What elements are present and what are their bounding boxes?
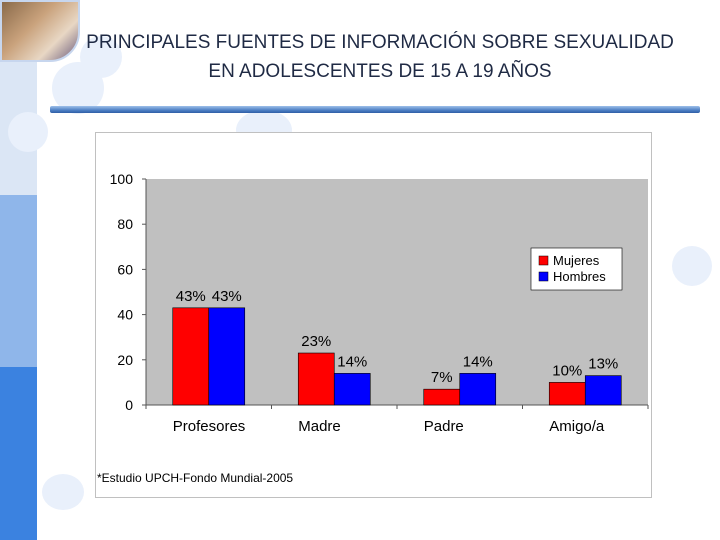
chart-frame: 0 20 40 60 80 100 Profesores 43% 43% Madre 23% 14% P…	[95, 132, 652, 498]
footnote: *Estudio UPCH-Fondo Mundial-2005	[97, 471, 294, 485]
decorative-bubble	[672, 246, 712, 286]
y-tick-label: 40	[117, 307, 133, 323]
left-band-segment-light	[0, 195, 37, 367]
data-label-hombres: 14%	[463, 353, 493, 370]
page-title: PRINCIPALES FUENTES DE INFORMACIÓN SOBRE…	[60, 28, 700, 86]
y-tick-label: 60	[117, 261, 133, 277]
x-category-label: Amigo/a	[549, 418, 605, 435]
bar-mujeres	[297, 352, 335, 406]
y-tick-label: 100	[110, 171, 134, 187]
decorative-bubble	[80, 36, 122, 78]
data-label-hombres: 43%	[212, 288, 242, 305]
bar-mujeres	[423, 388, 461, 406]
decorative-bubble	[42, 474, 84, 510]
left-band-segment-dark	[0, 367, 37, 540]
legend-box	[530, 247, 623, 291]
y-tick-label: 20	[117, 352, 133, 368]
bar-hombres	[584, 375, 622, 406]
bar-hombres	[208, 307, 246, 406]
bar-hombres	[459, 373, 497, 406]
x-category-label: Profesores	[173, 418, 246, 435]
bar-mujeres	[548, 382, 586, 406]
y-tick-label: 80	[117, 216, 133, 232]
data-label-mujeres: 7%	[431, 369, 453, 386]
title-line-1: PRINCIPALES FUENTES DE INFORMACIÓN SOBRE…	[86, 32, 674, 53]
y-tick-label: 0	[125, 397, 133, 413]
title-line-2: EN ADOLESCENTES DE 15 A 19 AÑOS	[208, 61, 552, 82]
legend-label-mujeres: Mujeres	[553, 253, 600, 268]
data-label-mujeres: 43%	[176, 288, 206, 305]
title-divider	[50, 106, 700, 113]
data-label-mujeres: 23%	[301, 333, 331, 350]
bar-mujeres	[172, 307, 210, 406]
decorative-bubble	[8, 112, 48, 152]
legend-swatch-mujeres	[538, 255, 549, 266]
data-label-hombres: 13%	[588, 356, 618, 373]
legend-label-hombres: Hombres	[553, 269, 606, 284]
bar-chart: 0 20 40 60 80 100 Profesores 43% 43% Madre 23% 14% P…	[110, 171, 649, 435]
x-category-label: Padre	[424, 418, 464, 435]
x-category-label: Madre	[298, 418, 341, 435]
data-label-mujeres: 10%	[552, 362, 582, 379]
legend-swatch-hombres	[538, 271, 549, 282]
data-label-hombres: 14%	[337, 353, 367, 370]
header-photo	[0, 0, 80, 62]
left-decorative-band	[0, 0, 37, 540]
bar-hombres	[333, 373, 371, 406]
